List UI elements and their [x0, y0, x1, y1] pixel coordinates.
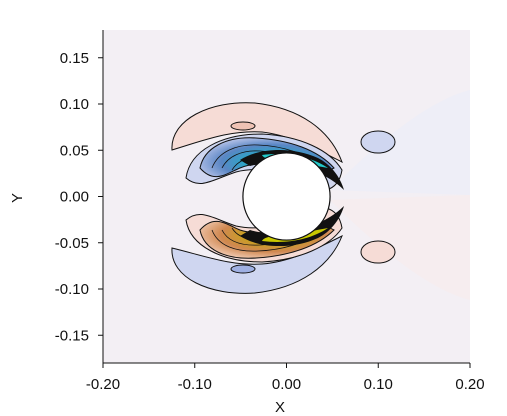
- cylinder-body: [242, 152, 331, 241]
- downstream-negative-vortex: [360, 130, 396, 154]
- wake-shading-lower: [330, 195, 470, 300]
- lower-negative-core: [230, 264, 256, 274]
- upper-positive-core: [230, 121, 256, 131]
- y-tick-label: 0.15: [60, 50, 89, 67]
- y-tick-label: 0.05: [60, 142, 89, 159]
- y-tick-label: -0.10: [55, 281, 89, 298]
- x-tick-label: 0.00: [272, 376, 301, 393]
- x-tick-label: -0.20: [86, 376, 120, 393]
- y-tick-label: -0.15: [55, 327, 89, 344]
- y-tick-label: 0.10: [60, 96, 89, 113]
- downstream-positive-vortex: [360, 240, 396, 264]
- lower-outer-negative-region: [171, 234, 343, 294]
- y-tick-label: -0.05: [55, 235, 89, 252]
- x-tick-label: 0.20: [455, 376, 484, 393]
- wake-shading-upper: [330, 90, 470, 195]
- x-tick-label: 0.10: [364, 376, 393, 393]
- y-tick-label: 0.00: [60, 189, 89, 206]
- y-axis-label: Y: [9, 193, 26, 203]
- upper-outer-positive-region: [171, 102, 343, 164]
- lower-boundary-layer: [240, 206, 344, 247]
- y-ticks: 0.15 0.10 0.05 0.00 -0.05 -0.10 -0.15: [55, 50, 103, 344]
- x-axis-label: X: [275, 399, 285, 416]
- x-ticks: -0.20 -0.10 0.00 0.10 0.20: [86, 363, 485, 393]
- x-tick-label: -0.10: [178, 376, 212, 393]
